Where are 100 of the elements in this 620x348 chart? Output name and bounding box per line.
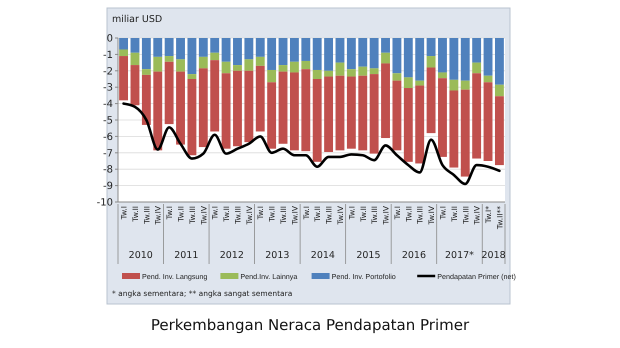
text: Perkembangan Neraca Pendapatan Primer <box>150 316 470 334</box>
bar <box>233 65 242 71</box>
bar <box>164 38 174 56</box>
bar <box>324 38 334 71</box>
text: 2015 <box>356 250 381 261</box>
bar <box>244 59 254 71</box>
bar <box>426 38 436 56</box>
bar <box>494 96 504 166</box>
bar <box>449 80 458 90</box>
bar <box>449 90 458 168</box>
bar <box>426 68 436 134</box>
bar <box>290 72 299 150</box>
bar <box>256 66 265 132</box>
text: 2010 <box>128 250 153 261</box>
bar <box>415 80 424 86</box>
bar <box>415 86 424 164</box>
bar <box>392 80 402 150</box>
bar <box>346 69 356 77</box>
bar <box>484 76 492 82</box>
y-tick-label: -10 <box>96 198 113 208</box>
text: 2011 <box>174 250 198 261</box>
bar <box>381 38 390 53</box>
text: 2017* <box>445 250 474 261</box>
bar <box>358 38 368 67</box>
bar <box>438 38 447 72</box>
bar <box>370 38 379 68</box>
y-tick-label: -1 <box>103 50 113 61</box>
bar <box>164 56 174 62</box>
bar <box>438 72 447 78</box>
bar <box>244 38 254 60</box>
bar <box>301 60 310 70</box>
bar <box>484 82 492 161</box>
bar <box>404 38 413 78</box>
bar <box>312 38 322 70</box>
line-series <box>122 102 501 186</box>
bar <box>278 38 288 66</box>
bar <box>198 38 208 57</box>
bar <box>142 38 151 70</box>
bar <box>142 69 151 75</box>
bar <box>381 52 390 64</box>
bar <box>176 59 185 72</box>
bar <box>346 76 356 149</box>
y-tick-label: -2 <box>103 66 113 78</box>
bar <box>222 73 231 149</box>
bar <box>256 38 265 57</box>
bar <box>426 56 436 68</box>
bar <box>392 73 402 81</box>
y-tick-label: -8 <box>103 164 113 176</box>
bar <box>176 38 185 60</box>
bar <box>198 56 208 68</box>
bar <box>404 88 413 162</box>
bar <box>370 74 379 154</box>
bar <box>210 38 220 53</box>
y-tick-label: -5 <box>103 116 113 126</box>
bar <box>267 82 276 149</box>
bar <box>278 65 288 72</box>
text: 2013 <box>265 250 290 261</box>
bar <box>336 62 344 76</box>
bar <box>358 76 368 150</box>
bar <box>187 38 196 74</box>
bar <box>312 79 322 162</box>
text: 2016 <box>402 250 426 261</box>
bar <box>153 72 162 150</box>
text: 2012 <box>220 250 244 261</box>
bar <box>222 38 231 62</box>
bar <box>244 70 254 142</box>
bar <box>119 49 128 56</box>
bar <box>370 68 379 74</box>
bar <box>290 38 299 62</box>
bar <box>472 62 482 74</box>
bar <box>460 38 470 81</box>
bar <box>210 52 220 60</box>
bar <box>449 38 458 80</box>
bar <box>130 38 140 53</box>
bar <box>346 38 356 70</box>
bar <box>164 62 174 124</box>
bar <box>472 73 482 159</box>
bar <box>472 38 482 63</box>
bar <box>290 62 299 72</box>
bar <box>438 78 447 157</box>
y-axis-title: miliar USD <box>112 14 162 25</box>
y-tick-label: -3 <box>103 82 113 94</box>
bar <box>392 38 402 74</box>
y-tick-label: -4 <box>103 99 113 110</box>
bar <box>153 38 162 57</box>
bar <box>494 84 504 96</box>
bar <box>130 52 140 66</box>
y-tick-label: -9 <box>103 181 113 192</box>
bar <box>153 56 162 72</box>
bar <box>142 74 151 125</box>
bar <box>324 76 334 152</box>
bar <box>256 56 265 66</box>
bar <box>404 77 413 88</box>
bar <box>267 38 276 70</box>
bar <box>222 62 231 74</box>
bar <box>460 80 470 90</box>
bar <box>358 66 368 76</box>
text: 2018 <box>482 250 506 261</box>
bar <box>198 68 208 148</box>
bar <box>336 76 344 150</box>
